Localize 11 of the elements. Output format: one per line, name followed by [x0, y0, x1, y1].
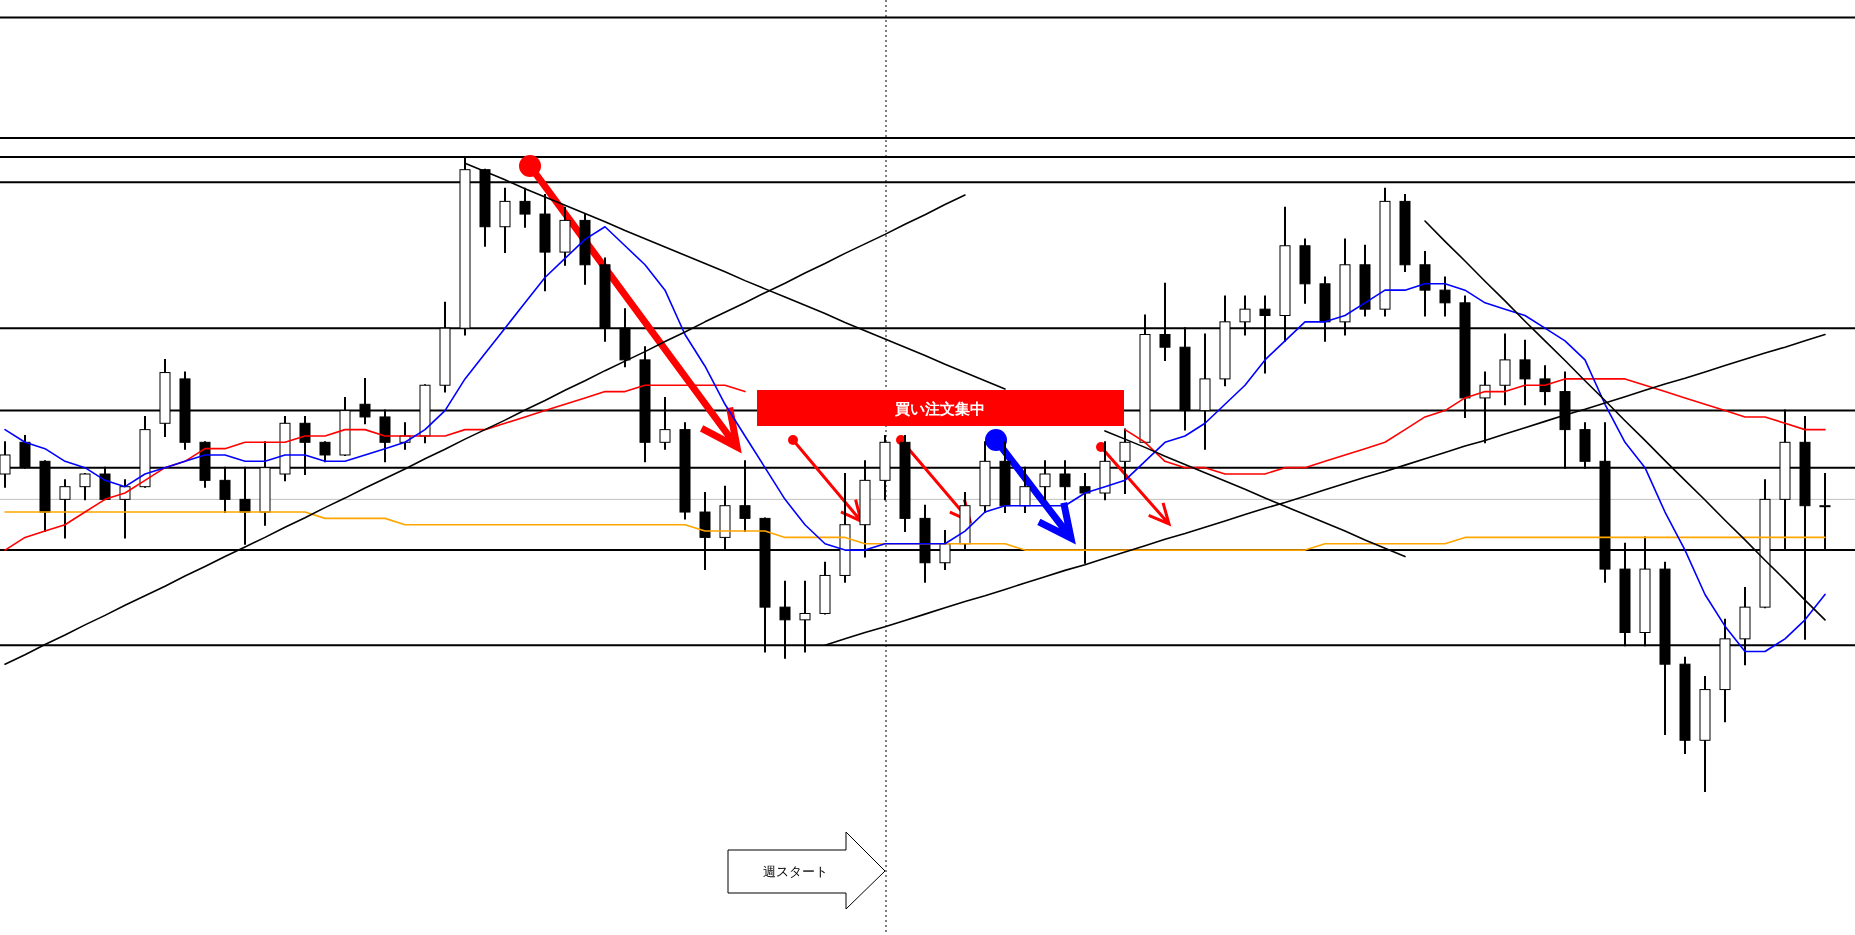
annotation: 買い注文集中	[894, 400, 985, 418]
candlestick	[1439, 275, 1451, 318]
candlestick	[119, 478, 131, 540]
text: 週スタート	[762, 864, 828, 879]
candlestick	[79, 472, 91, 502]
candlestick	[1079, 472, 1091, 565]
candlestick	[519, 186, 531, 229]
candlestick	[1519, 338, 1531, 407]
candlestick	[319, 440, 331, 464]
candlestick	[59, 478, 71, 540]
candlestick	[1539, 364, 1551, 407]
